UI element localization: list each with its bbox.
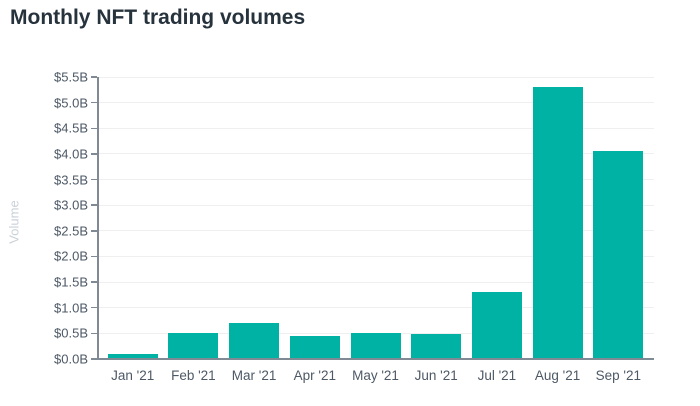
bar-jul-21[interactable] (471, 292, 522, 359)
y-tick-label-$0.5B: $0.5B (54, 325, 88, 341)
y-tick-label-$2.5B: $2.5B (54, 223, 88, 239)
y-axis-tick-mark (91, 153, 97, 155)
gridline-$5.0B (97, 102, 654, 104)
y-tick-label-$1.0B: $1.0B (54, 300, 88, 316)
x-axis-line (97, 358, 654, 360)
y-axis-tick-mark (91, 178, 97, 181)
bar-jan-21[interactable] (107, 353, 158, 359)
x-tick-label-jan-21: Jan '21 (111, 368, 155, 383)
x-tick-label-apr-21: Apr '21 (293, 368, 336, 383)
bar-aug-21[interactable] (532, 87, 583, 359)
gridline-$1.5B (97, 281, 654, 283)
y-axis-tick-mark (91, 127, 97, 130)
gridline-$3.5B (97, 179, 654, 181)
y-tick-label-$3.5B: $3.5B (54, 172, 88, 188)
bar-feb-21[interactable] (168, 333, 219, 359)
y-tick-label-$2.0B: $2.0B (54, 248, 88, 264)
plot-area (97, 76, 654, 360)
y-axis-tick-mark (91, 76, 97, 78)
x-tick-label-aug-21: Aug '21 (534, 368, 581, 383)
chart-title: Monthly NFT trading volumes (10, 6, 306, 29)
bar-jun-21[interactable] (411, 333, 462, 359)
x-tick-label-jul-21: Jul '21 (477, 368, 517, 383)
x-tick-label-jun-21: Jun '21 (414, 368, 458, 383)
gridline-$3.0B (97, 204, 654, 206)
y-axis-tick-mark (91, 306, 97, 309)
y-axis-tick-mark (91, 332, 97, 335)
y-axis-tick-mark (91, 281, 97, 283)
gridline-$0.5B (97, 332, 654, 334)
gridline-$4.5B (97, 127, 654, 129)
gridline-$2.5B (97, 230, 654, 232)
gridline-$4.0B (97, 153, 654, 155)
bar-apr-21[interactable] (289, 336, 340, 359)
y-axis-tick-mark (91, 204, 97, 206)
x-tick-label-may-21: May '21 (352, 368, 399, 383)
y-axis-tick-mark (91, 358, 97, 360)
y-axis-tick-mark (91, 101, 97, 104)
y-axis-tick-mark (91, 255, 97, 258)
y-axis-line (97, 77, 99, 359)
bar-may-21[interactable] (350, 333, 401, 359)
y-tick-label-$4.0B: $4.0B (54, 146, 88, 162)
y-tick-label-$0.0B: $0.0B (54, 351, 88, 367)
y-tick-label-$4.5B: $4.5B (54, 120, 88, 136)
y-tick-label-$5.5B: $5.5B (54, 69, 88, 85)
y-tick-label-$5.0B: $5.0B (54, 95, 88, 111)
y-tick-label-$3.0B: $3.0B (54, 197, 88, 213)
bar-mar-21[interactable] (229, 322, 280, 359)
x-tick-label-sep-21: Sep '21 (595, 368, 641, 383)
x-tick-label-feb-21: Feb '21 (171, 368, 216, 383)
gridline-$2.0B (97, 255, 654, 257)
y-axis-tick-mark (91, 230, 97, 232)
y-tick-label-$1.5B: $1.5B (54, 274, 88, 290)
gridline-$5.5B (97, 76, 654, 78)
x-tick-label-mar-21: Mar '21 (231, 368, 277, 383)
gridline-$1.0B (97, 307, 654, 309)
y-axis-title: Volume (6, 200, 22, 244)
bar-sep-21[interactable] (593, 151, 644, 359)
